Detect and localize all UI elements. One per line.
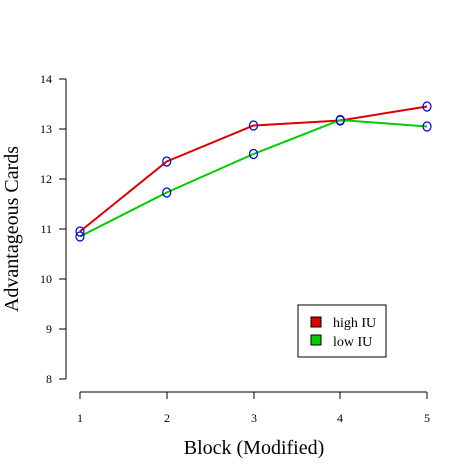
y-tick-label: 12 — [40, 172, 52, 186]
data-point-low-iu — [335, 114, 345, 126]
y-axis-label: Advantageous Cards — [1, 146, 23, 312]
x-axis-label: Block (Modified) — [184, 437, 325, 459]
series-layer — [75, 101, 432, 242]
series-line-high-iu — [79, 105, 428, 233]
x-tick-labels: 1 2 3 4 5 — [77, 411, 430, 425]
data-point-low-iu — [75, 231, 85, 242]
y-tick-label: 9 — [46, 322, 52, 336]
data-point-high-iu — [162, 156, 172, 167]
legend: high IU low IU — [297, 304, 387, 358]
data-point-low-iu — [422, 121, 432, 132]
legend-label-high-iu: high IU — [333, 316, 376, 331]
x-tick-label: 3 — [251, 411, 257, 425]
legend-swatch-high-iu — [310, 316, 322, 328]
x-tick-label: 2 — [164, 411, 170, 425]
y-tick-label: 11 — [40, 222, 52, 236]
y-tick-labels: 8 9 10 11 12 13 14 — [40, 72, 52, 386]
y-tick-label: 14 — [40, 72, 52, 86]
legend-swatch-low-iu — [310, 334, 322, 346]
data-point-low-iu — [248, 148, 259, 160]
x-tick-label: 1 — [77, 411, 83, 425]
data-point-low-iu — [162, 187, 172, 198]
data-point-high-iu — [422, 101, 432, 112]
y-tick-label: 10 — [40, 272, 52, 286]
x-ticks — [79, 392, 428, 399]
x-tick-label: 5 — [424, 411, 430, 425]
y-tick-label: 13 — [40, 122, 52, 136]
series-line-low-iu — [79, 118, 428, 238]
legend-box — [297, 304, 387, 358]
legend-label-low-iu: low IU — [333, 335, 372, 350]
data-point-high-iu — [75, 226, 85, 237]
data-point-high-iu — [248, 120, 259, 131]
y-tick-label: 8 — [46, 372, 52, 386]
x-tick-label: 4 — [337, 411, 343, 425]
y-ticks — [59, 78, 66, 380]
